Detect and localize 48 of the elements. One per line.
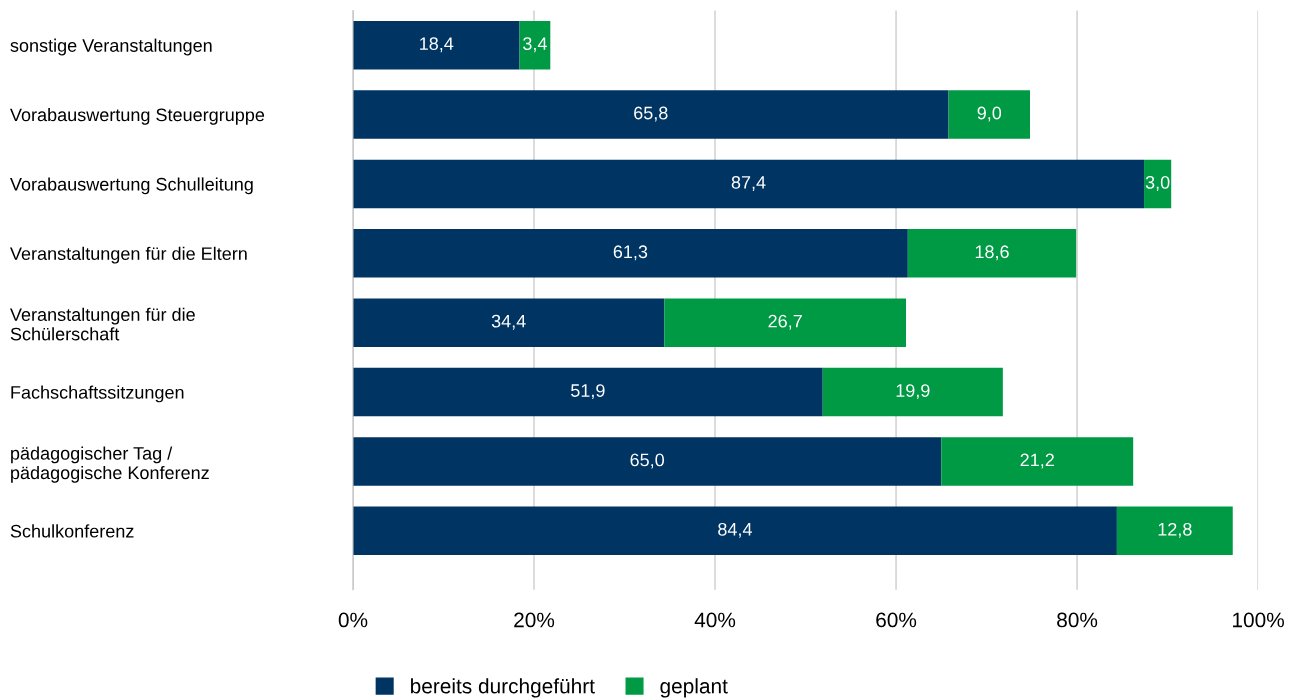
bar <box>664 298 907 347</box>
y-tick-label: Veranstaltungen für die Eltern <box>10 246 247 264</box>
data-label: 87,4 <box>731 175 766 191</box>
bar <box>352 298 665 347</box>
bar <box>1144 159 1172 209</box>
bar <box>352 159 1145 209</box>
bar <box>352 506 1117 556</box>
bar <box>352 90 949 139</box>
data-label: 51,9 <box>571 384 605 400</box>
y-tick-label: Vorabauswertung Steuergruppe <box>10 108 265 125</box>
data-label: 18,4 <box>420 37 454 53</box>
legend-label: geplant <box>660 678 728 698</box>
data-label: 18,6 <box>975 245 1009 261</box>
y-tick-label: Schulkonferenz <box>10 524 134 538</box>
data-label: 34,4 <box>491 314 526 330</box>
data-label: 65,8 <box>634 106 668 122</box>
data-label: 9,0 <box>977 106 1002 122</box>
bar <box>1116 506 1233 556</box>
legend-label: bereits durchgeführt <box>411 678 595 698</box>
y-tick-label: sonstige Veranstaltungen <box>10 38 212 56</box>
data-label: 21,2 <box>1020 453 1054 469</box>
data-label: 26,7 <box>768 314 802 330</box>
data-label: 61,3 <box>613 245 648 261</box>
data-label: 19,9 <box>896 384 930 400</box>
y-tick-label: Fachschaftssitzungen <box>11 385 184 403</box>
bar <box>352 20 520 70</box>
bar <box>941 437 1134 486</box>
bar <box>519 20 551 70</box>
data-label: 3,0 <box>1145 175 1170 191</box>
x-tick-label: 100% <box>1233 612 1284 628</box>
bar <box>822 367 1003 417</box>
data-label: 3,4 <box>523 37 547 53</box>
y-tick-label: Vorabauswertung Schulleitung <box>10 177 253 195</box>
x-tick-label: 20% <box>514 612 555 628</box>
data-label: 12,8 <box>1158 522 1192 538</box>
x-tick-label: 0% <box>338 612 368 628</box>
data-label: 65,0 <box>630 453 665 469</box>
bar <box>352 367 823 417</box>
bar <box>948 90 1030 139</box>
bar <box>352 437 942 486</box>
x-tick-label: 60% <box>876 612 917 628</box>
y-tick-label: Veranstaltungen für die Schülerschaft <box>10 307 195 341</box>
bar <box>907 229 1077 278</box>
x-tick-label: 40% <box>694 612 736 628</box>
x-tick-label: 80% <box>1057 612 1098 628</box>
bar <box>352 229 908 278</box>
y-tick-label: pädagogischer Tag / pädagogische Konferenz <box>11 446 209 483</box>
data-label: 84,4 <box>718 522 752 538</box>
